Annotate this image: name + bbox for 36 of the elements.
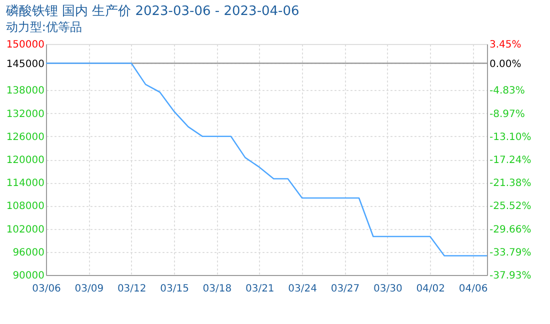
y2-tick-label: 3.45% — [490, 40, 522, 50]
y-tick-label: 150000 — [6, 40, 44, 50]
y2-tick-label: -33.79% — [490, 247, 532, 258]
y2-tick-label: -21.38% — [490, 178, 532, 190]
y2-tick-label: -4.83% — [490, 86, 525, 97]
x-tick-label: 04/06 — [458, 284, 488, 294]
x-tick-label: 03/06 — [32, 284, 61, 294]
x-tick-label: 03/12 — [117, 284, 146, 294]
x-tick-label: 03/18 — [202, 284, 232, 294]
y-tick-label: 108000 — [6, 201, 44, 212]
x-tick-label: 03/15 — [160, 284, 189, 294]
x-tick-label: 04/02 — [416, 284, 446, 294]
y2-tick-label: -29.66% — [490, 224, 532, 236]
x-tick-label: 03/09 — [74, 284, 104, 294]
y-tick-label: 138000 — [6, 86, 44, 97]
x-tick-label: 03/21 — [245, 284, 274, 294]
y2-tick-label: -8.97% — [490, 108, 525, 120]
x-tick-label: 03/27 — [330, 284, 360, 294]
y-tick-label: 145000 — [6, 58, 44, 70]
chart-title: 磷酸铁锂 国内 生产价 2023-03-06 - 2023-04-06 — [4, 4, 300, 19]
y-tick-label: 126000 — [6, 132, 44, 143]
y-tick-label: 96000 — [12, 247, 44, 258]
y2-tick-label: -13.10% — [490, 132, 532, 143]
y-tick-label: 120000 — [6, 155, 44, 166]
y-tick-label: 114000 — [6, 178, 44, 190]
line-series — [45, 62, 488, 256]
y2-tick-label: -17.24% — [490, 155, 532, 166]
y2-tick-label: 0.00% — [490, 58, 522, 70]
x-tick-label: 03/30 — [374, 284, 402, 294]
y-tick-label: 102000 — [6, 224, 44, 236]
y2-tick-label: -37.93% — [490, 270, 532, 282]
y2-tick-label: -25.52% — [490, 201, 532, 212]
y-tick-label: 132000 — [6, 108, 44, 120]
chart-subtitle: 动力型:优等品 — [6, 20, 82, 34]
x-tick-label: 03/24 — [288, 284, 317, 294]
y-tick-label: 90000 — [12, 270, 44, 282]
